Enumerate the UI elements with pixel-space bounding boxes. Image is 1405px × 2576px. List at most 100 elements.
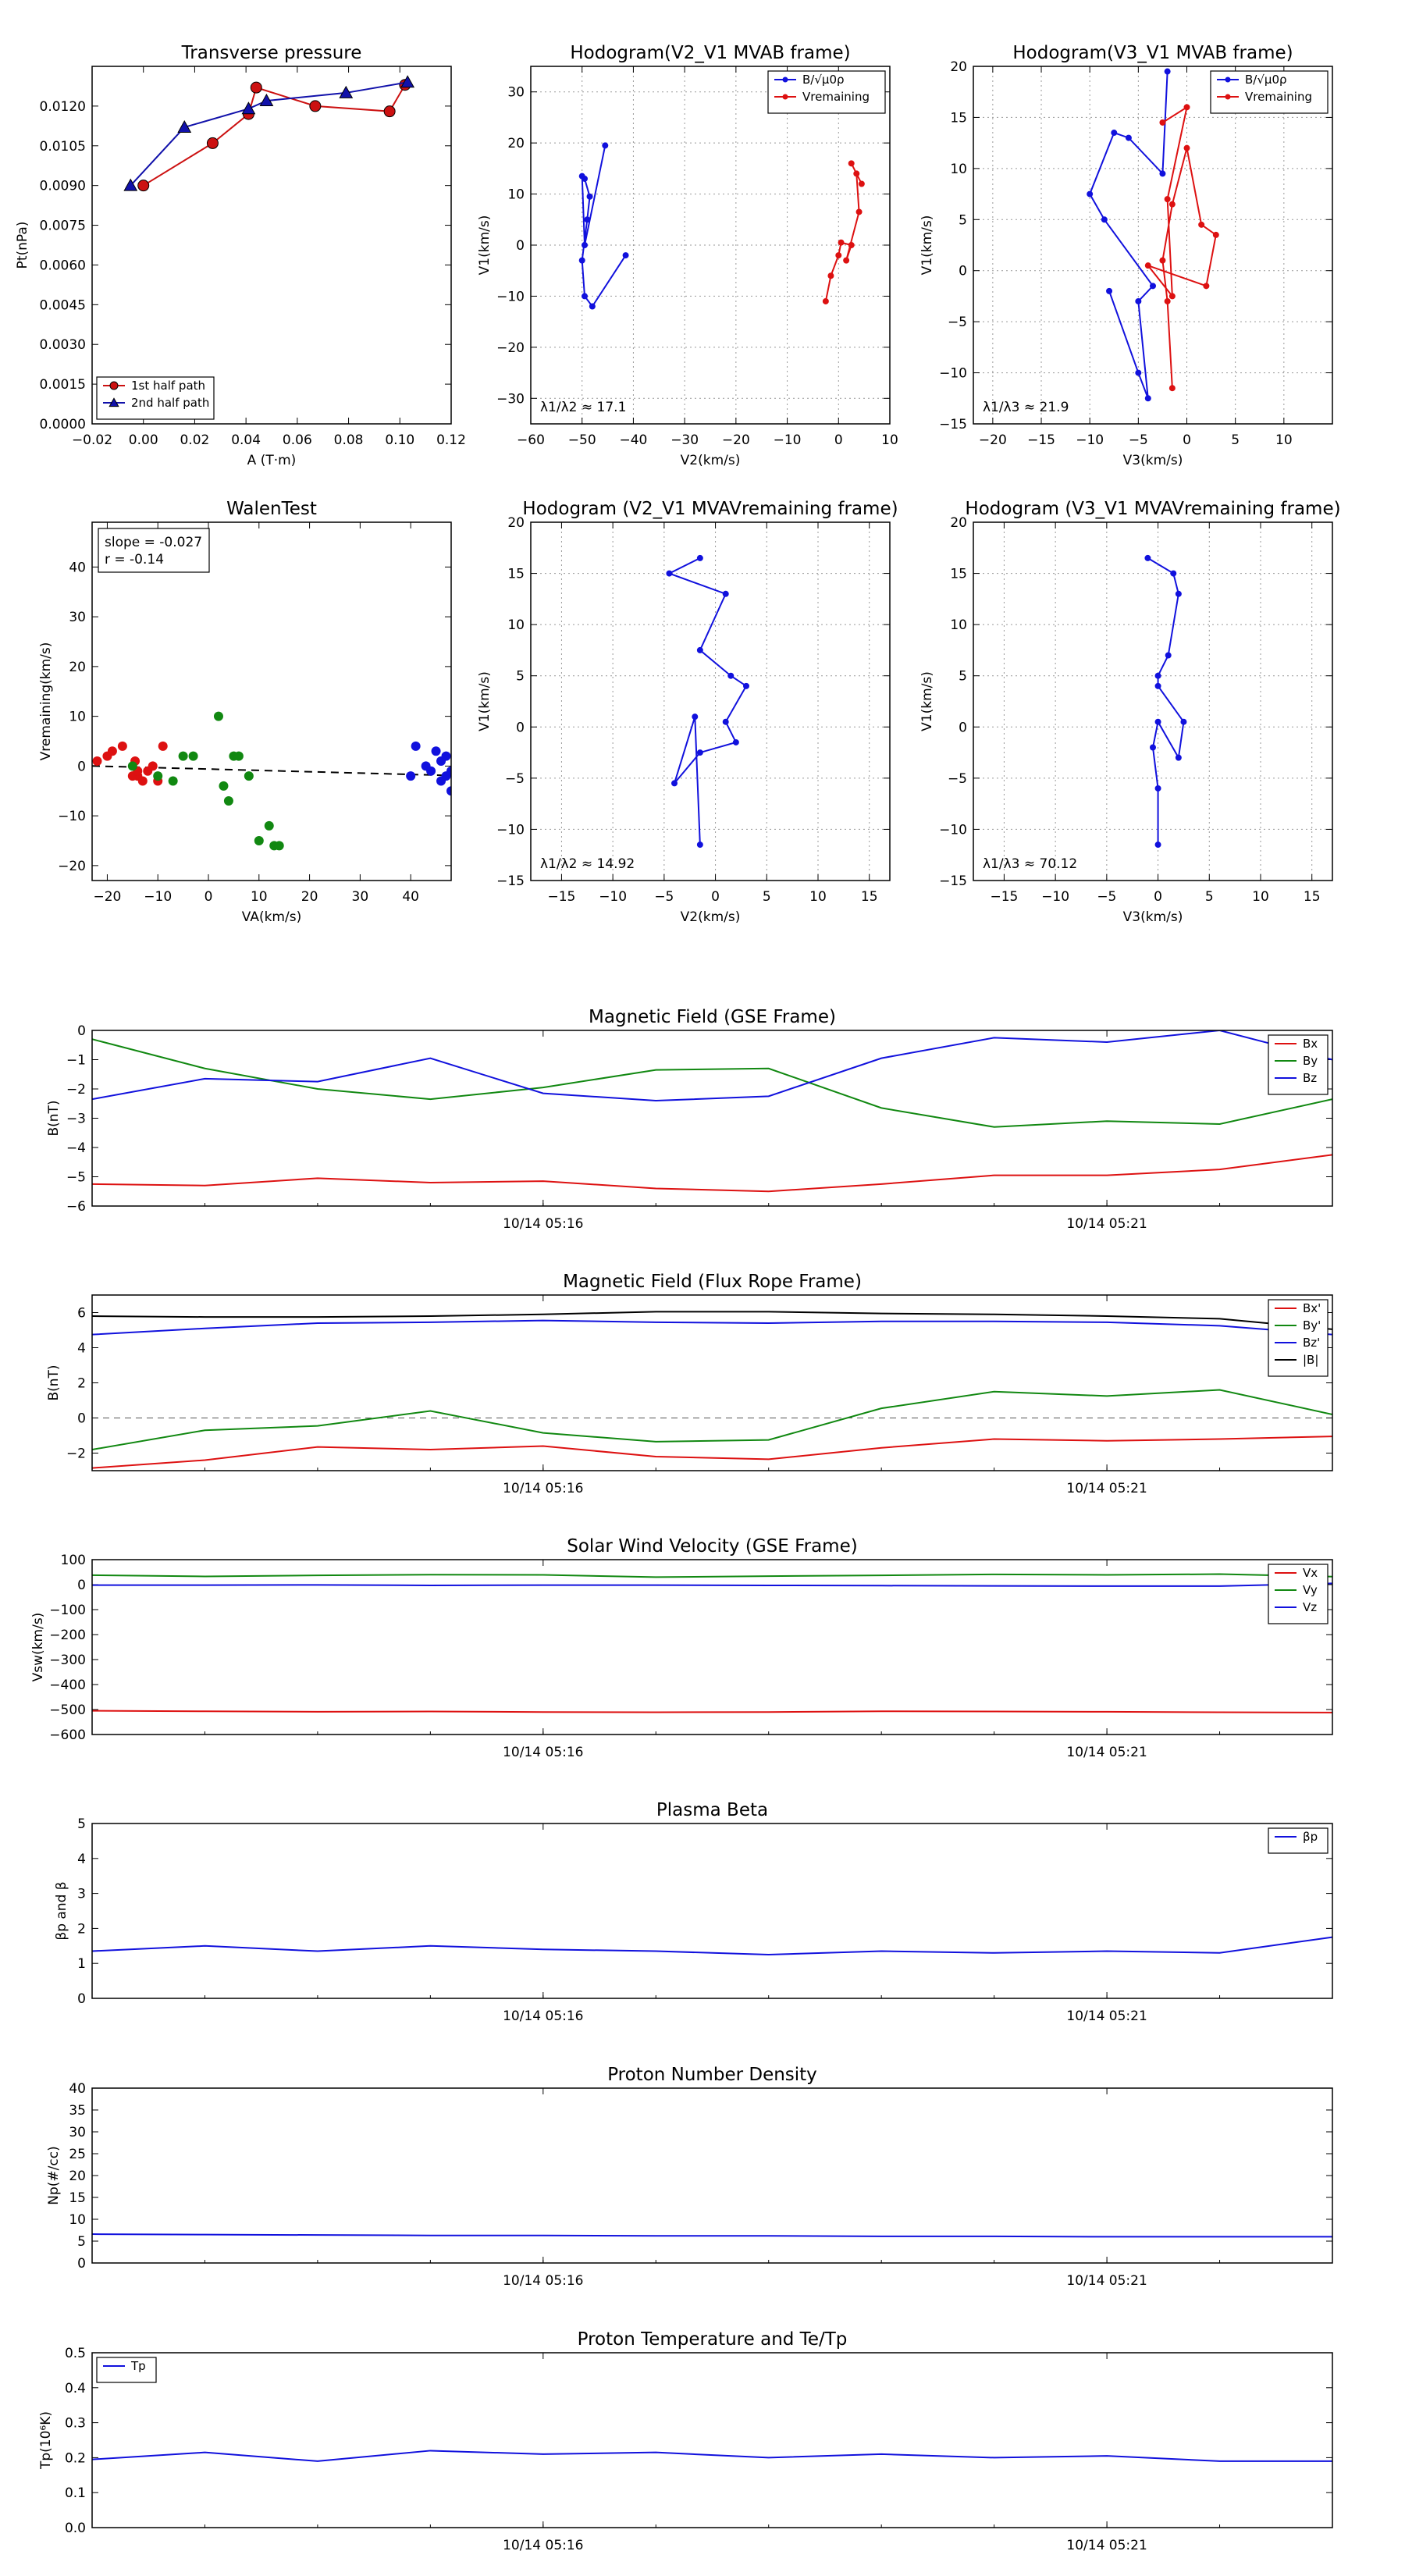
y-tick-label: −1 — [66, 1053, 86, 1069]
y-tick-label: 30 — [507, 85, 525, 101]
y-tick-label: −10 — [496, 289, 525, 304]
plot-frame — [973, 521, 1333, 881]
data-point — [692, 713, 699, 720]
data-point — [1159, 257, 1166, 264]
series-line — [92, 2233, 1332, 2238]
data-point — [250, 81, 262, 94]
data-point — [233, 751, 244, 761]
data-point — [446, 786, 451, 796]
y-tick-label: 10 — [69, 710, 86, 725]
y-tick-label: 100 — [61, 1553, 86, 1568]
y-tick-label: −20 — [58, 859, 86, 874]
y-tick-label: −5 — [948, 771, 967, 787]
data-point — [213, 711, 223, 721]
y-tick-label: 15 — [507, 567, 525, 582]
chart-data-group — [92, 2450, 1332, 2462]
chart-data-group — [1144, 554, 1187, 849]
y-tick-label: 20 — [950, 59, 967, 75]
data-point — [1154, 718, 1161, 725]
y-tick-label: 0.0075 — [40, 219, 86, 234]
y-tick-label: 5 — [516, 669, 525, 685]
x-axis-label: V3(km/s) — [1123, 909, 1183, 925]
x-tick-label: 10/14 05:16 — [503, 1481, 583, 1496]
y-tick-label: 0.1 — [65, 2485, 86, 2501]
y-tick-label: −15 — [939, 873, 967, 889]
data-point — [835, 252, 842, 259]
legend-label: Bx — [1303, 1037, 1318, 1051]
annotation-text: r = -0.14 — [105, 552, 164, 568]
x-tick-label: 10/14 05:16 — [503, 2538, 583, 2553]
chart-title: Hodogram(V3_V1 MVAB frame) — [1012, 43, 1293, 63]
x-tick-label: 15 — [861, 889, 878, 905]
y-tick-label: −600 — [49, 1727, 86, 1743]
legend-box — [767, 70, 886, 114]
data-point — [1164, 196, 1171, 203]
data-point — [92, 756, 102, 766]
data-point — [1144, 554, 1151, 561]
legend-label: 2nd half path — [131, 396, 209, 410]
x-axis-label: V3(km/s) — [1123, 453, 1183, 468]
legend: Bx By Bz — [1268, 1034, 1329, 1095]
x-tick-label: −10 — [1041, 889, 1069, 905]
data-point — [696, 749, 703, 756]
y-tick-label: −5 — [505, 771, 525, 787]
legend-label: Vx — [1303, 1566, 1318, 1580]
chart-title: Hodogram (V3_V1 MVAVremaining frame) — [965, 499, 1340, 519]
data-point — [743, 682, 749, 689]
x-tick-label: 10/14 05:21 — [1066, 2538, 1147, 2553]
y-tick-label: 0 — [516, 238, 525, 254]
x-tick-label: −15 — [990, 889, 1018, 905]
y-tick-label: 0.0000 — [40, 417, 86, 432]
y-tick-label: 0 — [77, 1991, 86, 2007]
legend-label: Vremaining — [802, 90, 870, 104]
x-tick-label: 40 — [402, 889, 419, 905]
y-axis-label: V1(km/s) — [919, 215, 935, 276]
chart-data-group — [92, 711, 451, 851]
data-point — [1154, 785, 1161, 792]
x-tick-label: −10 — [144, 889, 172, 905]
legend-label: |B| — [1303, 1353, 1318, 1367]
data-point — [1154, 672, 1161, 679]
data-point — [406, 771, 416, 781]
data-point — [858, 180, 865, 187]
data-point — [622, 252, 629, 259]
data-point — [219, 781, 229, 791]
data-point — [177, 119, 192, 133]
chart-title: Magnetic Field (GSE Frame) — [589, 1007, 836, 1027]
y-tick-label: −20 — [496, 340, 525, 356]
y-tick-label: 0 — [959, 720, 967, 735]
y-tick-label: 0.0090 — [40, 179, 86, 194]
chart-data-group — [123, 75, 415, 192]
y-tick-label: 0 — [77, 1578, 86, 1593]
data-point — [259, 94, 274, 107]
x-tick-label: −60 — [517, 432, 545, 448]
chart-title: Hodogram(V2_V1 MVAB frame) — [570, 43, 850, 63]
series-line — [92, 1154, 1332, 1193]
x-tick-label: −10 — [1076, 432, 1104, 448]
y-tick-label: −10 — [58, 809, 86, 824]
legend: Vx Vy Vz — [1268, 1564, 1329, 1624]
legend-label: Vz — [1303, 1600, 1317, 1614]
data-point — [855, 208, 863, 215]
x-tick-label: 0.04 — [231, 432, 261, 448]
chart-data-group — [92, 1573, 1332, 1713]
data-point — [264, 820, 274, 831]
legend-box — [96, 2357, 157, 2383]
y-tick-label: 0.0 — [65, 2521, 86, 2536]
data-point — [241, 101, 256, 115]
data-point — [843, 257, 850, 264]
plot-frame — [973, 66, 1333, 425]
y-tick-label: 5 — [77, 1816, 86, 1832]
data-point — [1212, 231, 1219, 238]
plot-frame — [91, 2352, 1333, 2528]
data-point — [582, 293, 588, 300]
data-point — [853, 170, 860, 177]
chart-title: Solar Wind Velocity (GSE Frame) — [567, 1536, 857, 1557]
y-tick-label: 1 — [77, 1956, 86, 1972]
data-point — [1164, 297, 1171, 304]
data-point — [578, 257, 585, 264]
x-tick-label: 0 — [1154, 889, 1162, 905]
x-tick-label: −20 — [979, 432, 1007, 448]
chart-proton_number_density: 10/14 05:16 10/14 05:21 0 5 10 15 20 25 30 35 40 Pr… — [46, 2065, 1333, 2289]
chart-data-group — [578, 142, 865, 310]
